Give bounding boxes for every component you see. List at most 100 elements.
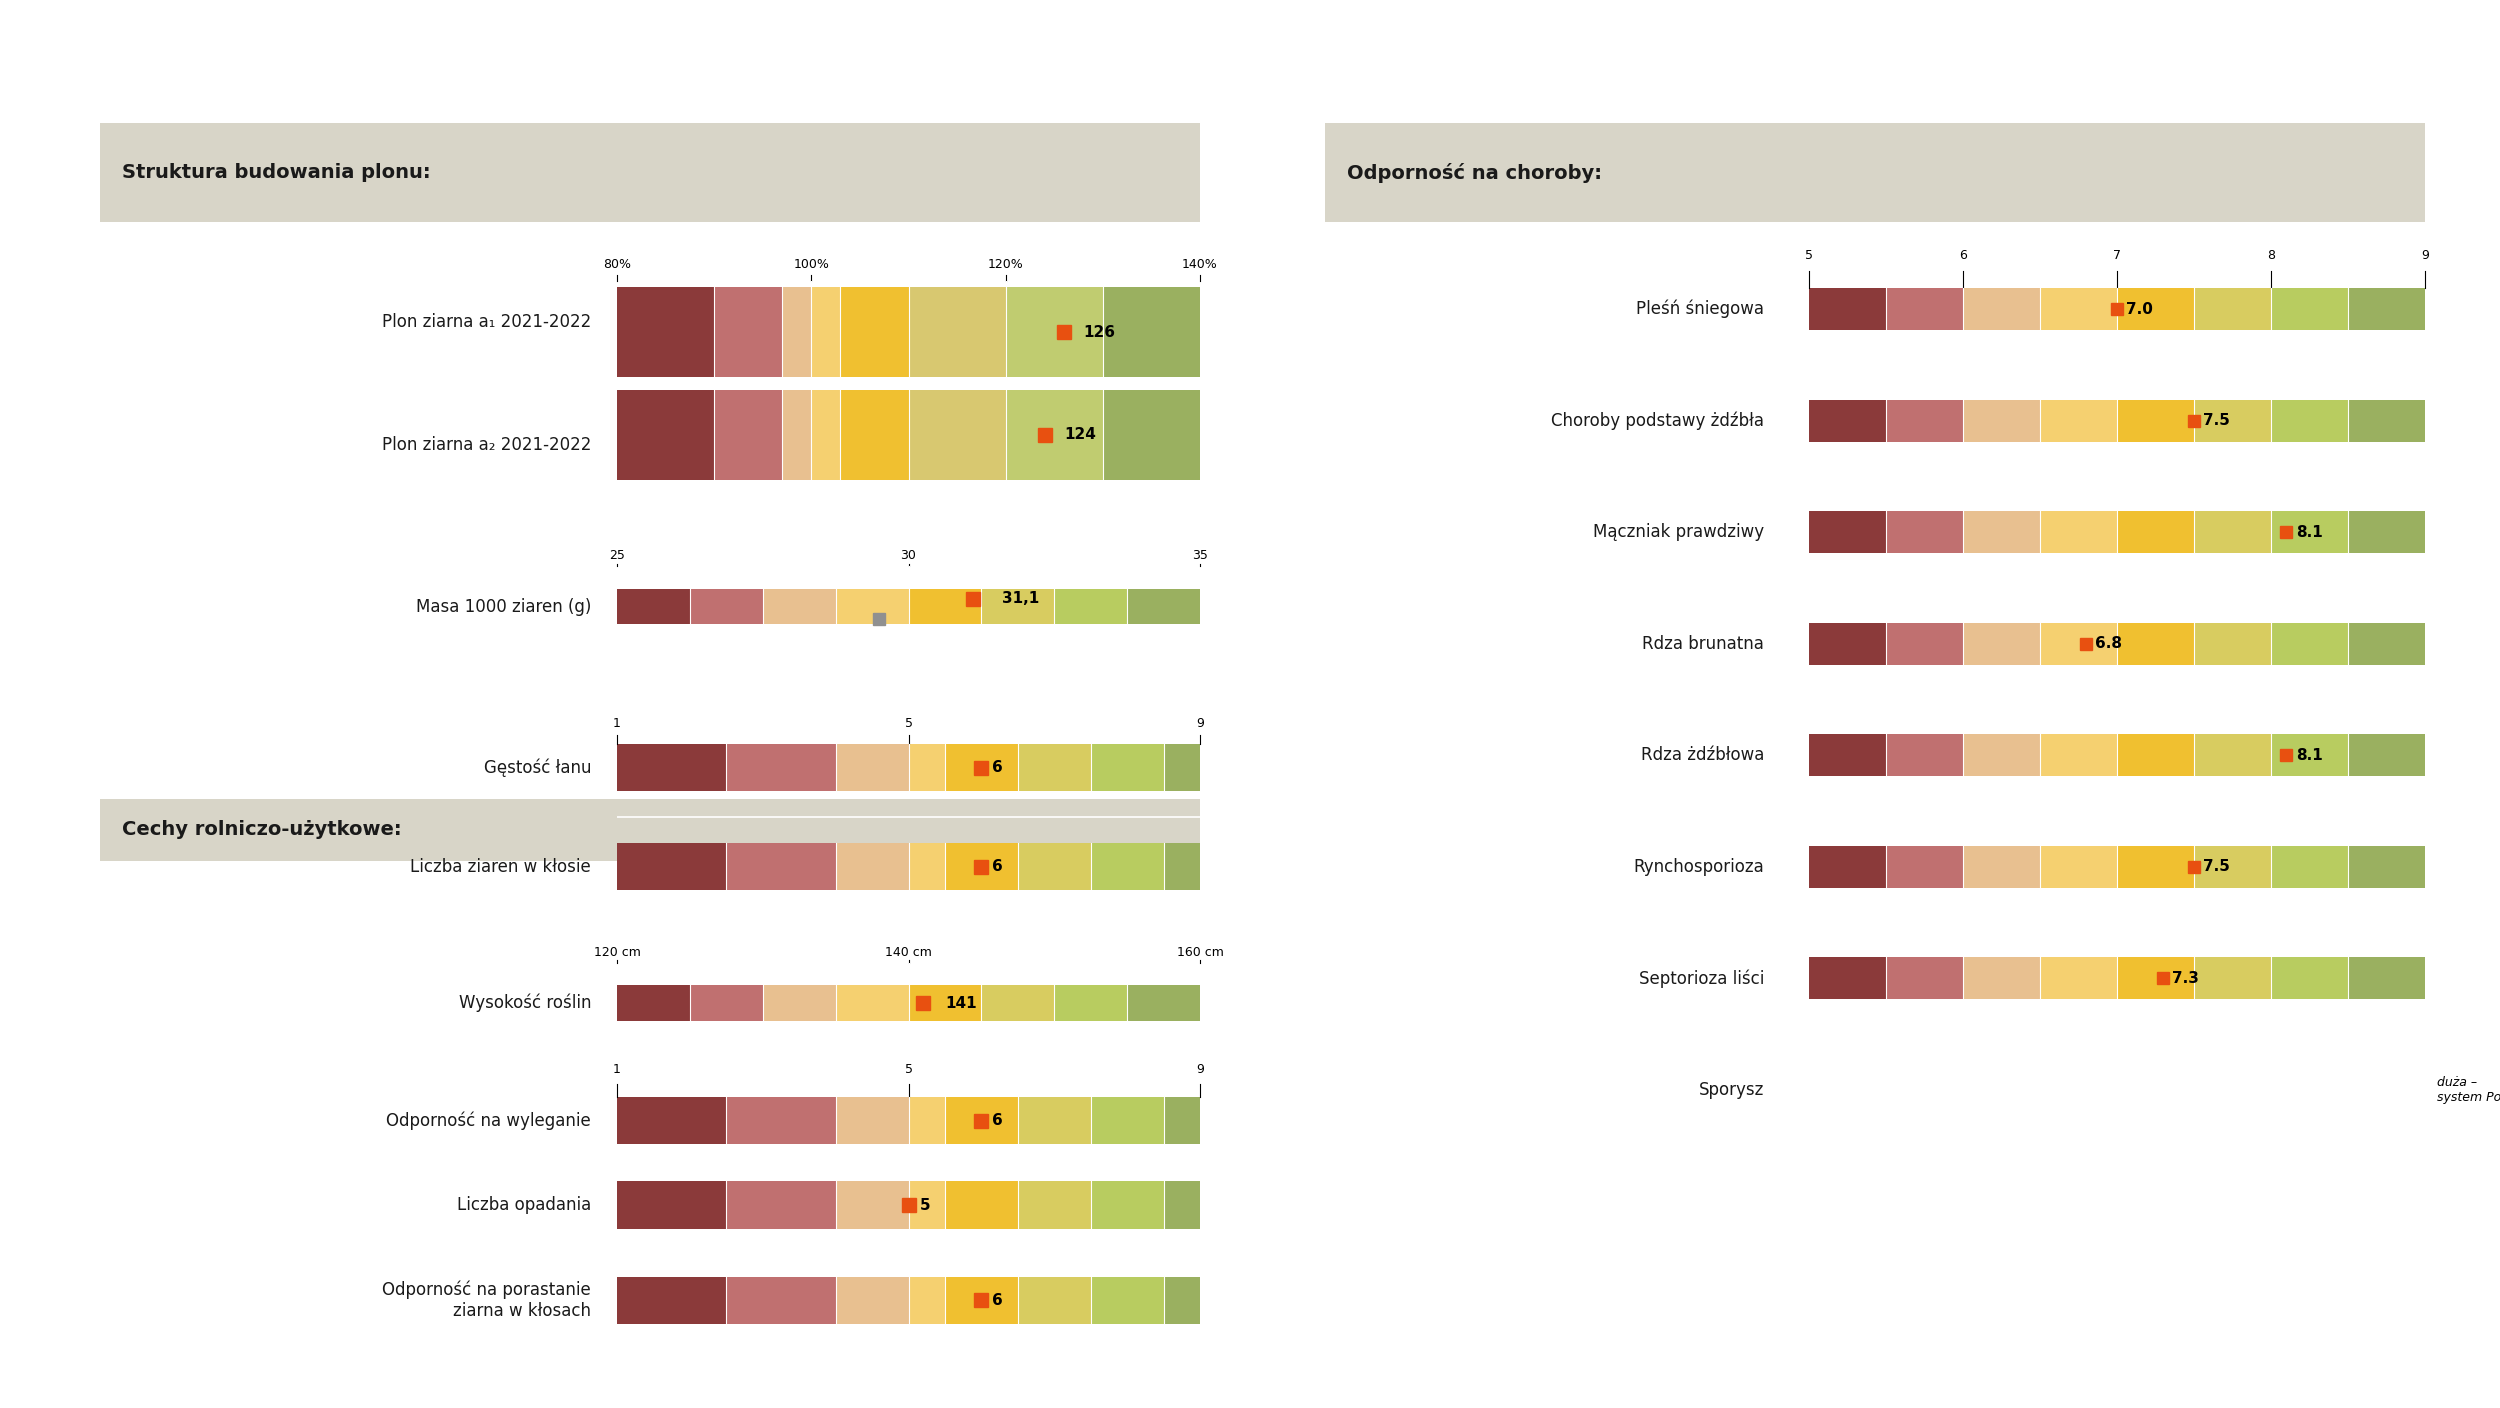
Text: Plon ziarna a₁ 2021-2022: Plon ziarna a₁ 2021-2022 [382,313,590,331]
Text: Wysokość roślin: Wysokość roślin [458,994,590,1012]
Bar [1055,986,1128,1021]
Bar [908,287,1005,377]
Bar [2348,735,2425,776]
Bar [2118,622,2195,665]
Bar [1017,1097,1090,1145]
Bar [728,743,835,791]
Bar [945,1097,1017,1145]
Bar [2195,846,2270,887]
Bar [2118,735,2195,776]
Bar [1810,846,1885,887]
Text: Rdza żdźbłowa: Rdza żdźbłowa [1640,746,1765,765]
Bar [2195,622,2270,665]
Bar [618,390,715,480]
Bar [690,986,762,1021]
Bar [2348,400,2425,442]
Text: Liczba ziaren w kłosie: Liczba ziaren w kłosie [410,857,590,876]
Text: 1: 1 [612,1063,620,1076]
Text: 120%: 120% [988,258,1022,272]
Bar [1162,1181,1200,1229]
Bar [945,743,1017,791]
Bar [2040,622,2118,665]
Bar [1102,287,1200,377]
Bar [835,986,907,1021]
Bar [1005,390,1102,480]
Bar [908,1181,945,1229]
Text: 7.0: 7.0 [2125,301,2152,317]
Bar [2348,846,2425,887]
Bar [1017,1181,1090,1229]
Bar [2195,511,2270,553]
Text: 9: 9 [1195,717,1205,729]
Bar [835,743,907,791]
Bar [2118,289,2195,329]
Bar [2270,622,2348,665]
Text: 6: 6 [992,1293,1002,1308]
Text: 31,1: 31,1 [1003,591,1040,605]
Text: Rynchosporioza: Rynchosporioza [1632,857,1765,876]
Bar [1962,511,2040,553]
Bar [1885,957,1962,1000]
Bar [840,390,907,480]
Bar [1090,1181,1162,1229]
Bar [618,1097,728,1145]
Bar [1962,735,2040,776]
Bar [2195,289,2270,329]
Bar [945,1181,1017,1229]
Bar [728,1097,835,1145]
Bar [835,1097,907,1145]
Bar [812,390,840,480]
Bar [1162,1277,1200,1324]
Bar [835,843,907,890]
Bar [1102,390,1200,480]
Text: 25: 25 [610,549,625,562]
Bar [1055,589,1128,624]
Text: 8: 8 [2268,249,2275,262]
Bar [1885,400,1962,442]
Text: 8.1: 8.1 [2295,525,2322,539]
Bar [728,1277,835,1324]
Bar [2270,846,2348,887]
Text: 120 cm: 120 cm [592,946,640,959]
Text: Liczba opadania: Liczba opadania [458,1195,590,1214]
Text: 6: 6 [992,760,1002,776]
Text: 7.5: 7.5 [2202,859,2230,874]
Text: 6: 6 [992,1114,1002,1128]
Bar [835,589,907,624]
Bar [1885,846,1962,887]
Bar [2118,957,2195,1000]
Text: 7: 7 [2112,249,2120,262]
Text: duża –
system PollenPlus®: duża – system PollenPlus® [2438,1076,2500,1104]
Bar [1128,986,1200,1021]
Text: 35: 35 [1192,549,1208,562]
Bar [2040,735,2118,776]
Bar [908,589,983,624]
Bar [1017,1277,1090,1324]
Text: 140%: 140% [1182,258,1218,272]
Text: 126: 126 [1082,325,1115,339]
Bar [982,589,1055,624]
Bar [2195,400,2270,442]
Text: Struktura budowania plonu:: Struktura budowania plonu: [122,163,430,183]
Text: Odporność na wyleganie: Odporność na wyleganie [388,1111,590,1131]
Bar [762,589,835,624]
Bar [1962,622,2040,665]
Text: Mączniak prawdziwy: Mączniak prawdziwy [1592,524,1765,541]
Bar [2040,400,2118,442]
Bar [782,390,812,480]
Text: 140 cm: 140 cm [885,946,932,959]
Bar [1810,735,1885,776]
Text: Cechy rolniczo-użytkowe:: Cechy rolniczo-użytkowe: [122,819,402,839]
Bar [1962,957,2040,1000]
Bar [2348,289,2425,329]
Bar [690,589,762,624]
Text: 30: 30 [900,549,918,562]
Text: 6: 6 [992,859,1002,874]
Bar [618,743,728,791]
Bar [908,1277,945,1324]
Bar [1810,511,1885,553]
Bar [835,1277,907,1324]
Bar [908,986,983,1021]
Bar [2040,511,2118,553]
Text: Sporysz: Sporysz [1698,1081,1765,1098]
